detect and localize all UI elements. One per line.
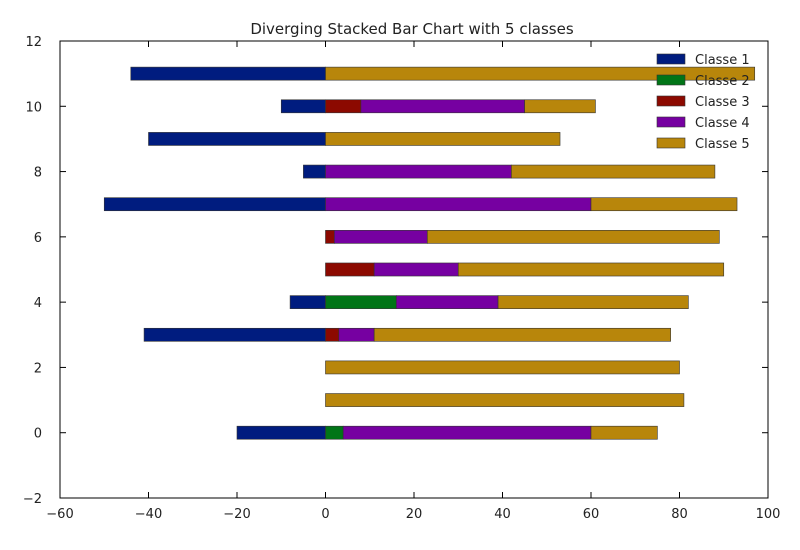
- bar-classe-3-row-10: [325, 99, 362, 114]
- y-tick-label: 12: [25, 35, 42, 50]
- bar-classe-5-row-6: [426, 230, 720, 244]
- bar-classe-5-row-5: [457, 262, 725, 277]
- y-tick-label: 8: [34, 166, 42, 181]
- x-tick-label: −40: [135, 507, 162, 522]
- legend-swatch: [656, 53, 686, 65]
- bar-classe-3-row-6: [325, 230, 335, 244]
- bar-classe-3-row-3: [325, 327, 340, 342]
- bar-classe-4-row-4: [395, 295, 499, 309]
- bar-classe-2-row-4: [325, 295, 397, 309]
- legend-label: Classe 3: [695, 95, 750, 110]
- legend-label: Classe 1: [695, 53, 750, 68]
- bar-classe-1-row-7: [103, 197, 326, 212]
- legend-swatch: [656, 74, 686, 86]
- x-tick-label: 100: [756, 507, 781, 522]
- bar-classe-1-row-9: [148, 132, 326, 146]
- x-tick-label: −60: [46, 507, 73, 522]
- bar-classe-2-row-0: [325, 425, 344, 440]
- x-tick-label: 40: [494, 507, 511, 522]
- bar-classe-1-row-0: [236, 425, 326, 440]
- legend: Classe 1 Classe 2 Classe 3 Classe 4 Classe 5: [656, 53, 750, 152]
- bar-classe-4-row-3: [338, 327, 375, 342]
- bar-classe-5-row-11: [325, 66, 756, 81]
- bar-classe-4-row-8: [325, 164, 512, 179]
- bar-classe-1-row-3: [143, 327, 326, 342]
- y-tick-label: 10: [25, 100, 42, 115]
- legend-label: Classe 2: [695, 74, 750, 89]
- bar-classe-5-row-2: [325, 360, 680, 375]
- x-tick-label: 60: [583, 507, 600, 522]
- y-tick-label: 0: [34, 427, 42, 442]
- legend-swatch: [656, 95, 686, 107]
- legend-swatch: [656, 116, 686, 128]
- legend-label: Classe 4: [695, 116, 750, 131]
- bar-classe-4-row-5: [373, 262, 459, 277]
- x-tick-label: 20: [406, 507, 423, 522]
- legend-label: Classe 5: [695, 137, 750, 152]
- y-tick-label: −2: [23, 492, 42, 507]
- bar-classe-1-row-4: [289, 295, 326, 309]
- x-tick-label: −20: [223, 507, 250, 522]
- bar-classe-4-row-0: [342, 425, 592, 440]
- chart-title: Diverging Stacked Bar Chart with 5 class…: [250, 20, 573, 38]
- bar-classe-5-row-9: [325, 132, 561, 146]
- bar-classe-5-row-4: [497, 295, 689, 309]
- bar-classe-5-row-8: [511, 164, 716, 179]
- x-tick-label: 0: [321, 507, 329, 522]
- bar-classe-5-row-3: [373, 327, 671, 342]
- x-tick-label: 80: [671, 507, 688, 522]
- bar-classe-4-row-7: [325, 197, 592, 212]
- bar-classe-1-row-11: [130, 66, 326, 81]
- bar-classe-5-row-0: [590, 425, 658, 440]
- bar-classe-5-row-10: [524, 99, 596, 114]
- bars-layer: [103, 66, 756, 440]
- bar-classe-5-row-7: [590, 197, 738, 212]
- bar-classe-1-row-8: [303, 164, 326, 179]
- bar-classe-4-row-10: [360, 99, 525, 114]
- y-tick-label: 4: [34, 296, 42, 311]
- bar-classe-4-row-6: [334, 230, 428, 244]
- y-tick-label: 6: [34, 231, 42, 246]
- y-tick-label: 2: [34, 361, 42, 376]
- bar-classe-1-row-10: [280, 99, 326, 114]
- legend-swatch: [656, 137, 686, 149]
- bar-classe-3-row-5: [325, 262, 375, 277]
- bar-classe-5-row-1: [325, 393, 685, 407]
